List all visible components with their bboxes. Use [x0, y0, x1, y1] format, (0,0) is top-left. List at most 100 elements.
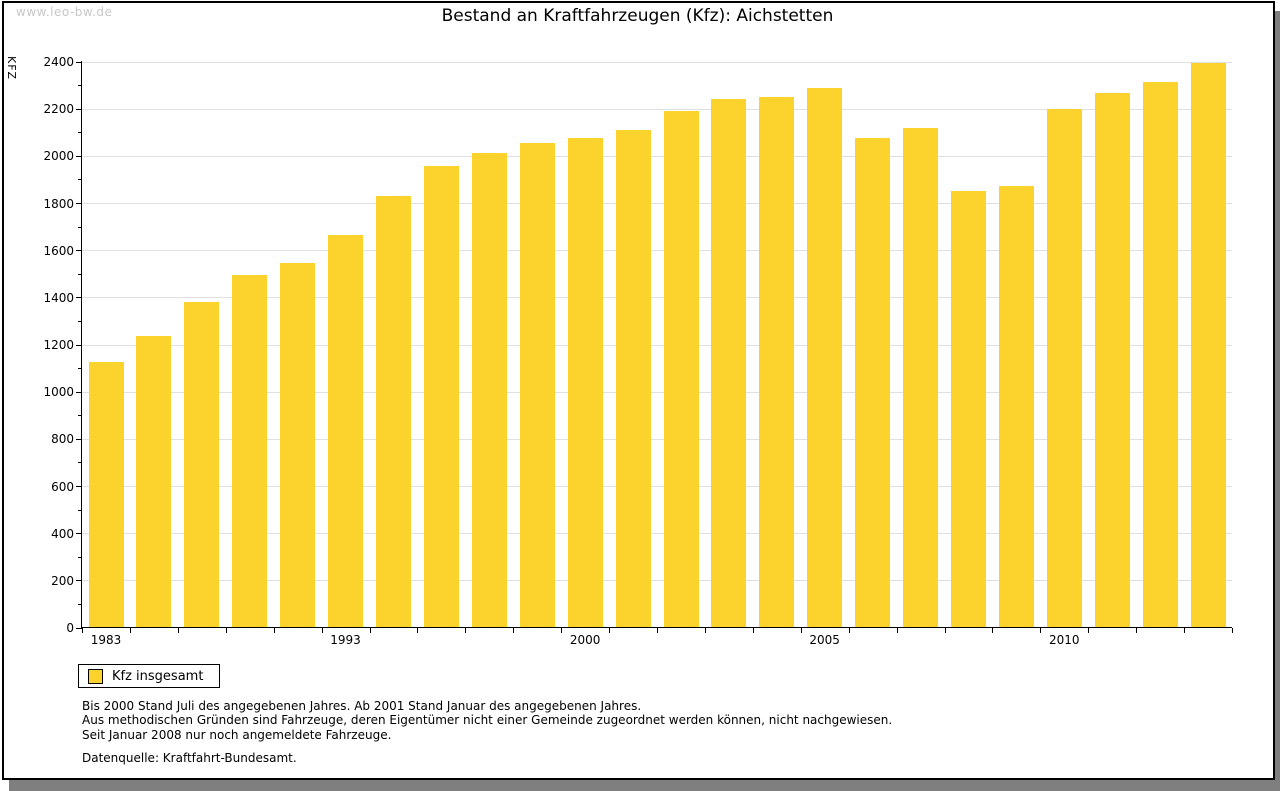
bar: [88, 361, 124, 628]
y-axis-tick: [76, 580, 82, 582]
gridline: [82, 155, 1232, 157]
y-axis-tick: [76, 344, 82, 346]
x-axis-tick: [848, 628, 850, 633]
bar: [711, 98, 747, 628]
y-axis-tick-label: 1600: [43, 243, 74, 258]
legend-swatch-kfz-insgesamt: [88, 668, 103, 684]
bar: [663, 111, 699, 628]
y-axis-tick-label: 1000: [43, 385, 74, 400]
gridline: [82, 203, 1232, 204]
bar: [759, 97, 795, 628]
y-axis-minor-tick: [78, 273, 82, 275]
legend-label: Kfz insgesamt: [112, 668, 204, 684]
y-axis-minor-tick: [78, 320, 82, 322]
gridline: [82, 344, 1232, 346]
bar: [1142, 82, 1178, 628]
y-axis-tick: [76, 61, 82, 63]
y-axis-tick-label: 1400: [43, 290, 74, 305]
x-axis-tick-label: 2000: [569, 633, 601, 647]
y-axis-tick-label: 1800: [43, 196, 74, 211]
y-axis-tick: [76, 250, 82, 252]
y-axis-minor-tick: [78, 415, 82, 417]
y-axis-tick: [76, 438, 82, 440]
x-axis-tick: [129, 628, 131, 633]
x-axis-tick: [992, 628, 994, 633]
gridline: [82, 438, 1232, 440]
y-axis-minor-tick: [78, 368, 82, 370]
x-axis-tick: [273, 628, 275, 633]
y-axis-tick: [76, 627, 82, 629]
y-axis-tick-label: 2000: [43, 149, 74, 164]
x-axis-tick: [896, 628, 898, 633]
bar: [855, 138, 891, 628]
x-axis-tick: [321, 628, 323, 633]
y-axis-tick: [76, 486, 82, 487]
bar: [232, 275, 268, 628]
bar: [471, 153, 507, 628]
y-axis-tick-label: 1200: [43, 338, 74, 352]
y-axis-tick-label: 600: [51, 479, 74, 494]
x-axis-tick-label: 2010: [1049, 633, 1080, 647]
y-axis-tick: [76, 155, 82, 157]
x-axis-tick-label: 1993: [330, 633, 361, 647]
x-axis-tick: [417, 628, 419, 633]
y-axis-minor-tick: [78, 462, 82, 464]
bar: [807, 87, 843, 628]
bar: [951, 191, 986, 628]
x-axis-tick: [609, 628, 611, 633]
footnote-line: Aus methodischen Gründen sind Fahrzeuge,…: [82, 713, 893, 728]
y-axis-tick-label: 0: [66, 621, 74, 635]
x-axis-tick-label: 1983: [90, 633, 122, 647]
y-axis-minor-tick: [78, 603, 82, 605]
y-axis-tick-label: 200: [51, 573, 74, 588]
x-axis-tick: [177, 628, 179, 633]
x-axis-tick: [465, 628, 467, 633]
x-axis-tick: [513, 628, 515, 633]
bar: [376, 196, 411, 628]
y-axis-tick-label: 800: [51, 432, 74, 447]
x-axis-tick: [1184, 628, 1186, 633]
bar: [998, 186, 1034, 628]
y-axis-minor-tick: [78, 509, 82, 511]
gridline: [82, 250, 1232, 252]
gridline: [82, 297, 1232, 299]
x-axis-tick: [704, 628, 706, 633]
bar: [328, 235, 363, 628]
bar: [903, 128, 938, 628]
gridline: [82, 61, 1232, 63]
x-axis-tick: [1136, 628, 1138, 633]
bar: [567, 138, 603, 628]
y-axis-tick: [76, 391, 82, 393]
x-axis-tick-label: 2005: [809, 633, 840, 647]
chart-title: Bestand an Kraftfahrzeugen (Kfz): Aichst…: [441, 6, 834, 26]
gridline: [82, 486, 1232, 487]
x-axis-tick: [944, 628, 946, 633]
bar: [423, 166, 459, 628]
gridline: [82, 533, 1232, 535]
bar: [1094, 93, 1130, 628]
bar: [1046, 108, 1082, 628]
bar: [519, 142, 555, 628]
y-axis-minor-tick: [78, 132, 82, 134]
footnote-source: Datenquelle: Kraftfahrt-Bundesamt.: [82, 750, 297, 765]
bar: [280, 262, 316, 628]
y-axis-tick: [76, 297, 82, 299]
x-axis-tick: [1232, 628, 1233, 633]
footnotes: Bis 2000 Stand Juli des angegebenen Jahr…: [82, 699, 892, 765]
y-axis-line: [80, 61, 82, 628]
legend: Kfz insgesamt: [78, 664, 220, 688]
x-axis-tick: [800, 628, 802, 633]
y-axis-tick-label: 2400: [43, 55, 74, 69]
y-axis-tick-label: 400: [51, 526, 74, 541]
x-axis-tick: [82, 628, 83, 633]
footnote-line: Seit Januar 2008 nur noch angemeldete Fa…: [82, 727, 392, 742]
footnote-line: Bis 2000 Stand Juli des angegebenen Jahr…: [82, 699, 642, 713]
x-axis-tick: [657, 628, 658, 633]
x-axis-tick: [1040, 628, 1042, 633]
y-axis-minor-tick: [78, 179, 82, 181]
watermark-leo-bw: www.leo-bw.de: [16, 5, 113, 19]
bar: [1190, 62, 1226, 628]
bar: [184, 302, 220, 628]
